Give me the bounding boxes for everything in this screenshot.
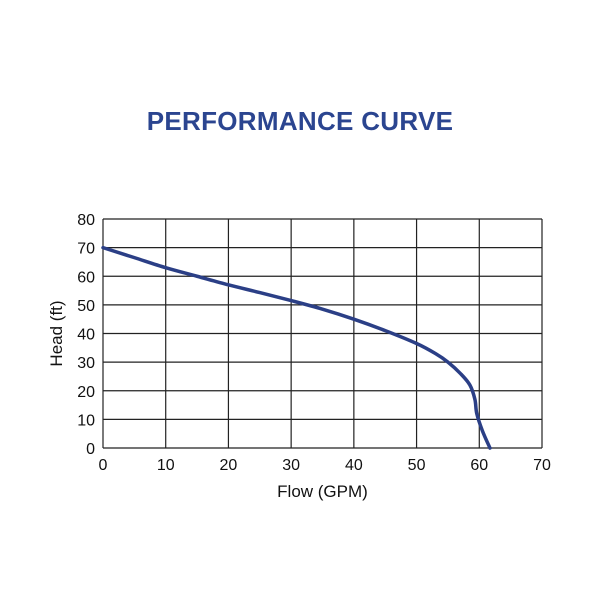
x-tick-label: 20 bbox=[220, 457, 238, 474]
y-tick-label: 80 bbox=[77, 212, 95, 229]
y-tick-label: 20 bbox=[77, 384, 95, 401]
y-axis-label: Head (ft) bbox=[47, 300, 66, 366]
y-tick-label: 50 bbox=[77, 298, 95, 315]
x-tick-label: 10 bbox=[157, 457, 175, 474]
y-tick-label: 0 bbox=[86, 441, 95, 458]
y-tick-label: 30 bbox=[77, 355, 95, 372]
x-axis-label: Flow (GPM) bbox=[277, 482, 368, 501]
x-tick-label: 50 bbox=[408, 457, 426, 474]
x-tick-label: 70 bbox=[533, 457, 551, 474]
y-tick-label: 40 bbox=[77, 327, 95, 344]
y-tick-label: 60 bbox=[77, 269, 95, 286]
performance-curve bbox=[101, 245, 492, 450]
x-tick-label: 30 bbox=[282, 457, 300, 474]
x-tick-label: 0 bbox=[99, 457, 108, 474]
y-tick-label: 70 bbox=[77, 241, 95, 258]
x-tick-label: 60 bbox=[470, 457, 488, 474]
chart-title: PERFORMANCE CURVE bbox=[146, 106, 454, 136]
y-tick-label: 10 bbox=[77, 412, 95, 429]
x-tick-label: 40 bbox=[345, 457, 363, 474]
